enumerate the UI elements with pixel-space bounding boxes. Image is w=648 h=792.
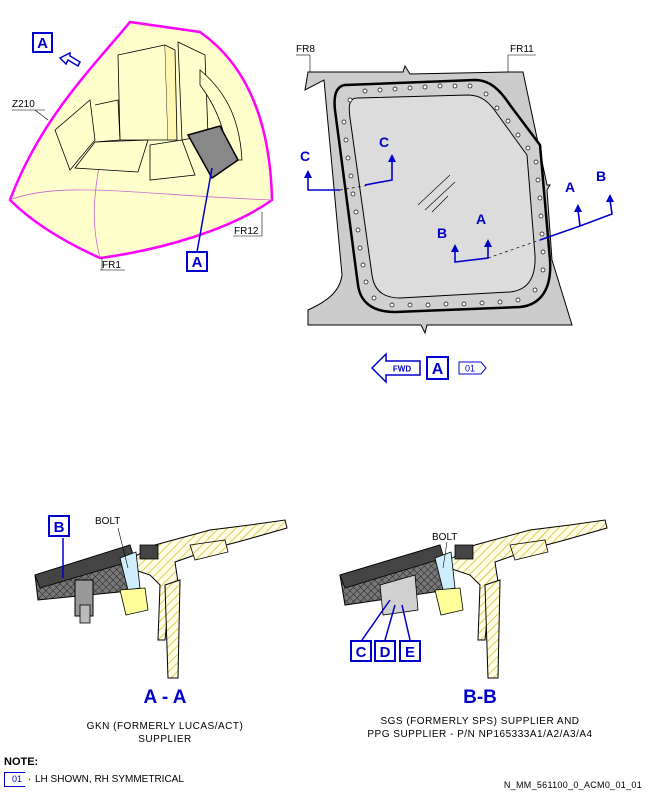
bb-caption-line2: PPG SUPPLIER - P/N NP165333A1/A2/A3/A4 — [367, 729, 593, 740]
section-bb-caption: SGS (FORMERLY SPS) SUPPLIER AND PPG SUPP… — [330, 715, 630, 741]
section-cut-c — [307, 160, 393, 191]
frame-fr12-label: FR12 — [234, 226, 259, 237]
document-reference: N_MM_561100_0_ACM0_01_01 — [503, 780, 642, 790]
fwd-note-ref: 01 — [465, 364, 475, 374]
zone-label: Z210 — [12, 99, 35, 110]
view-a-box — [32, 32, 53, 53]
section-aa-title: A - A — [143, 687, 187, 708]
note-ref-tag: 01 — [4, 772, 30, 787]
section-bb-drawing: BOLT C D E — [339, 519, 608, 679]
console-right — [177, 41, 209, 141]
window-view-a: FR8 FR11 C C B A A B — [296, 44, 614, 335]
cut-b-upper-label: B — [596, 168, 606, 184]
note-line: 01 LH SHOWN, RH SYMMETRICAL — [4, 772, 184, 787]
aa-caption-line1: GKN (FORMERLY LUCAS/ACT) — [86, 721, 244, 732]
cut-a-upper-label: A — [565, 179, 575, 195]
section-aa-caption: GKN (FORMERLY LUCAS/ACT) SUPPLIER — [40, 720, 290, 746]
cut-a-lower-label: A — [476, 211, 486, 227]
fastener-dots — [341, 83, 546, 308]
callout-a-label: A — [192, 254, 203, 271]
frame-fr8-label: FR8 — [296, 44, 315, 55]
aa-structure-hatch — [118, 519, 288, 641]
bb-caption-line1: SGS (FORMERLY SPS) SUPPLIER AND — [380, 716, 580, 727]
cut-c-left-label: C — [300, 148, 310, 164]
bb-structure-hatch — [438, 519, 608, 641]
callout-a-box — [186, 251, 208, 272]
view-a-label: A — [37, 35, 48, 52]
console-left — [117, 44, 169, 141]
bb-callout-d: D — [380, 644, 391, 661]
fwd-arrow-icon — [370, 352, 421, 384]
frame-fr1-label: FR1 — [102, 260, 121, 271]
cockpit-overview: A Z210 FR1 FR12 A — [8, 20, 274, 272]
fwd-view-label: A — [432, 361, 444, 378]
aa-bolt-label: BOLT — [95, 516, 120, 527]
fwd-indicator: FWD A 01 — [370, 352, 487, 384]
view-arrow-icon — [58, 51, 81, 68]
aa-callout-b: B — [54, 519, 65, 536]
aa-caption-line2: SUPPLIER — [138, 734, 192, 745]
section-cuts-a-b — [454, 199, 613, 263]
cut-b-lower-label: B — [437, 225, 447, 241]
section-bb-title: B-B — [463, 687, 497, 708]
bb-bolt-label: BOLT — [432, 532, 457, 543]
cut-c-right-label: C — [379, 134, 389, 150]
section-aa-drawing: B BOLT — [34, 515, 288, 679]
note-text: LH SHOWN, RH SYMMETRICAL — [35, 774, 184, 785]
side-window — [186, 125, 239, 180]
fwd-label: FWD — [393, 365, 411, 374]
note-title: NOTE: — [4, 756, 39, 768]
bb-callout-e: E — [405, 644, 415, 661]
frame-fr11-label: FR11 — [510, 44, 534, 55]
bb-callout-c: C — [356, 644, 367, 661]
